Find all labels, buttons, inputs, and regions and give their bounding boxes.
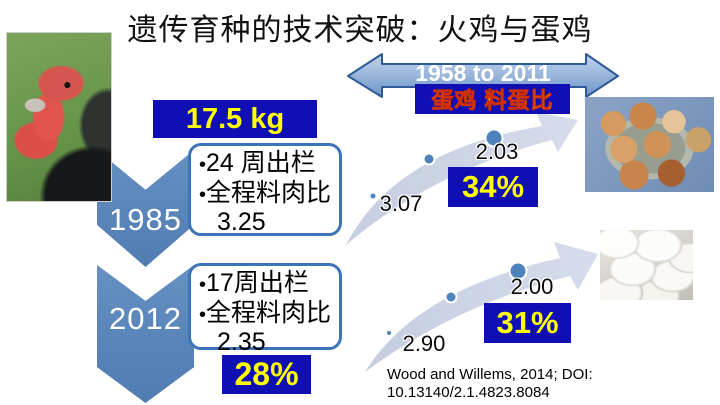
turkey-photo [6, 32, 112, 202]
fcr-value-top-end: 2.03 [475, 139, 519, 164]
top-improvement-value: 34% [461, 169, 525, 204]
milestone-1985-bullet-1: 24 周出栏 [199, 149, 335, 179]
citation: Wood and Willems, 2014; DOI: 10.13140/2.… [387, 366, 657, 403]
milestone-1985-bullet-2: 全程料肉比 3.25 [199, 179, 335, 238]
data-dot-bottom-mid [444, 290, 458, 304]
timespan-label: 1958 to 2011 [415, 60, 551, 86]
data-dot-top-mid [422, 152, 436, 166]
fcr-value-top-start: 3.07 [379, 191, 423, 216]
turkey-improvement-badge: 28% [222, 355, 311, 394]
data-dot-top-start [368, 191, 378, 201]
trend-arrow-bottom [365, 242, 598, 372]
white-eggs-photo [600, 230, 693, 300]
turkey-weight-callout: 17.5 kg [153, 100, 317, 138]
brown-eggs-photo [585, 97, 714, 192]
bottom-improvement-badge: 31% [484, 303, 571, 343]
layer-metric-badge: 蛋鸡 料蛋比 [415, 84, 570, 114]
milestone-2012-bullet-2: 全程料肉比 2.35 [199, 299, 335, 358]
fcr-trend-arrows [346, 112, 598, 372]
citation-line-2: 10.13140/2.1.4823.8084 [387, 384, 550, 402]
trend-arrow-top [346, 112, 578, 245]
milestone-card-2012: 17周出栏 全程料肉比 2.35 [188, 263, 342, 356]
layer-metric-label: 蛋鸡 料蛋比 [431, 88, 554, 114]
milestone-card-1985: 24 周出栏 全程料肉比 3.25 [188, 143, 342, 236]
year-label-2012: 2012 [109, 301, 182, 336]
turkey-improvement-value: 28% [234, 356, 299, 392]
year-chevron-2012: 2012 [97, 265, 194, 403]
citation-line-1: Wood and Willems, 2014; DOI: [387, 366, 593, 383]
data-dot-bottom-end [508, 261, 528, 281]
year-label-1985: 1985 [109, 201, 182, 237]
top-improvement-badge: 34% [448, 167, 538, 207]
data-dot-bottom-start [385, 329, 393, 337]
turkey-weight-value: 17.5 kg [185, 102, 285, 135]
fcr-value-bottom-end: 2.00 [510, 274, 554, 299]
milestone-2012-bullet-1: 17周出栏 [199, 269, 335, 299]
slide-title: 遗传育种的技术突破：火鸡与蛋鸡 [127, 14, 593, 47]
bottom-improvement-value: 31% [496, 305, 559, 340]
data-dot-top-end [484, 128, 504, 148]
fcr-value-bottom-start: 2.90 [402, 331, 446, 356]
